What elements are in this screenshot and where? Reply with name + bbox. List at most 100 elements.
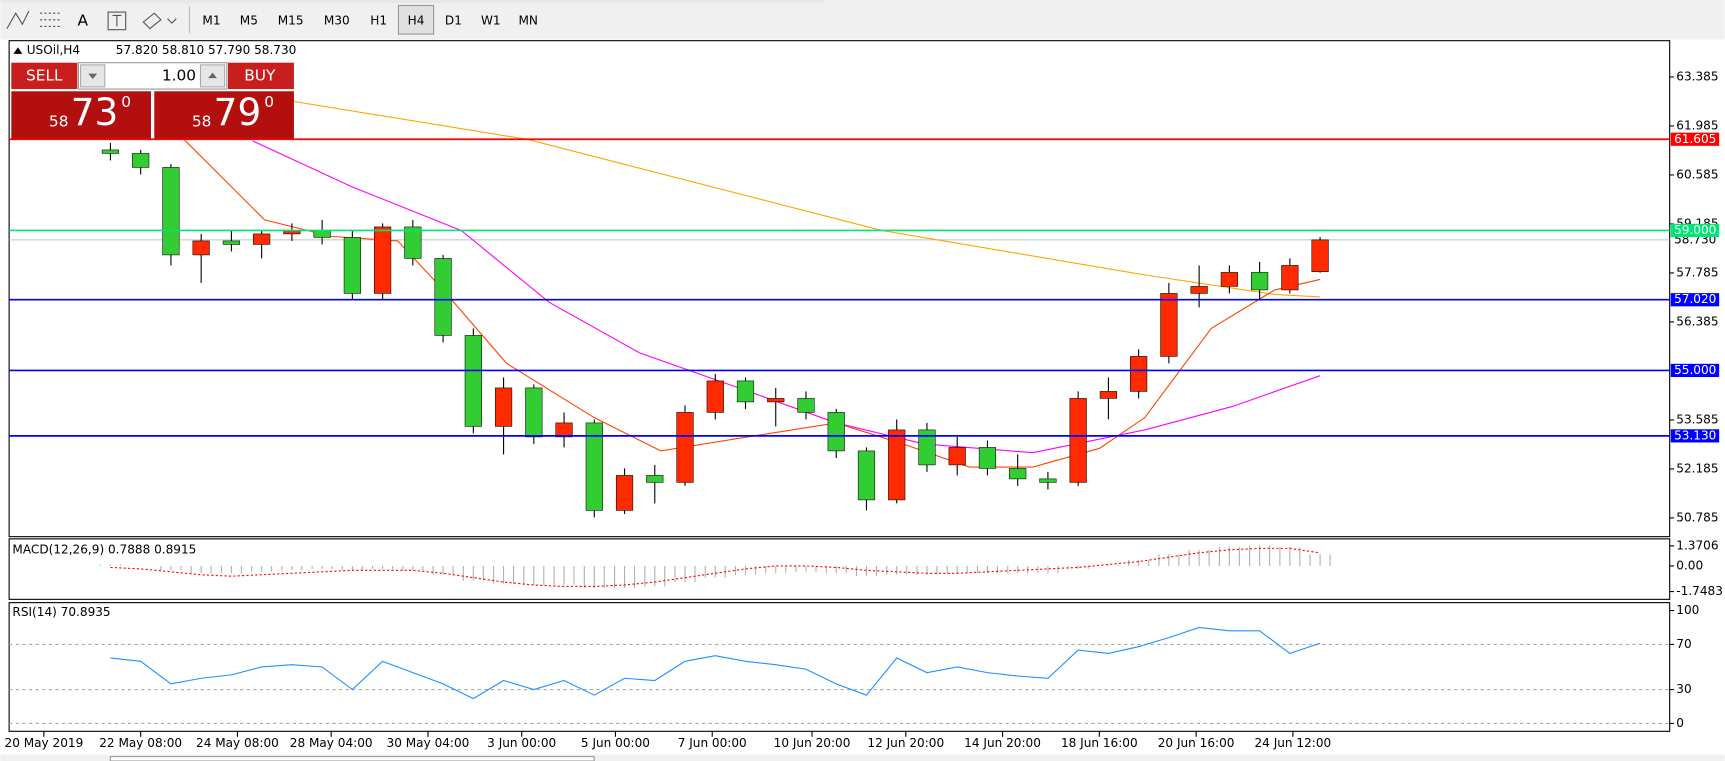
candle-body xyxy=(343,237,361,294)
y-tick-label: 0 xyxy=(1676,716,1684,730)
timeframe-button[interactable] xyxy=(193,5,230,35)
candle-body xyxy=(1251,272,1269,291)
rsi-panel xyxy=(8,602,1671,732)
y-tick-label: 70 xyxy=(1676,637,1691,651)
x-tick-label: 7 Jun 00:00 xyxy=(678,736,747,750)
arrows-icon[interactable] xyxy=(142,12,162,30)
ask-box[interactable] xyxy=(154,91,294,139)
bid-big: 58 xyxy=(49,113,69,131)
level-tag xyxy=(1670,223,1720,238)
timeframe-button[interactable] xyxy=(361,5,397,35)
candle-body xyxy=(313,230,331,238)
timeframe-bar: M1 M5 M15 M30 H1 H4 D1 W1 MN xyxy=(193,4,546,35)
sell-button[interactable] xyxy=(11,62,78,90)
trade-panel xyxy=(11,62,294,139)
y-tick-label: 53.585 xyxy=(1676,412,1718,426)
timeframe-label[interactable]: M15 xyxy=(278,13,304,27)
timeframe-label[interactable]: W1 xyxy=(481,13,501,27)
candle-body xyxy=(525,387,543,438)
chart-tool-icon[interactable] xyxy=(6,10,30,29)
chart-tabs[interactable] xyxy=(109,756,595,761)
timeframe-label[interactable]: M5 xyxy=(240,13,258,27)
candle-body xyxy=(615,475,634,511)
toolbar-edge xyxy=(0,0,826,4)
moving-average xyxy=(264,96,1321,298)
candle-body xyxy=(132,153,150,168)
candle-body xyxy=(706,380,724,413)
candle-body xyxy=(464,335,482,427)
ask-sup: 0 xyxy=(264,93,274,111)
timeframe-button[interactable] xyxy=(231,5,267,35)
candle-body xyxy=(736,380,755,403)
volume-value[interactable]: 1.00 xyxy=(162,66,196,84)
candle-body xyxy=(1160,293,1178,357)
timeframe-label[interactable]: M30 xyxy=(324,13,350,27)
arrows-dropdown[interactable] xyxy=(167,18,177,24)
candle-body xyxy=(1069,398,1087,483)
plot-layer: 50.78552.18553.58556.38557.78559.18560.5… xyxy=(5,69,1723,749)
level-tag xyxy=(1670,363,1720,378)
x-tick-label: 14 Jun 20:00 xyxy=(964,736,1041,750)
candle-body xyxy=(676,412,694,483)
candle-body xyxy=(494,387,513,427)
candle-body xyxy=(978,447,997,469)
grid-tool-icon[interactable] xyxy=(39,12,60,27)
y-tick-label: 60.585 xyxy=(1676,167,1718,181)
candle-body xyxy=(857,450,876,501)
y-tick-label: 56.385 xyxy=(1676,314,1718,328)
candle-body xyxy=(1220,272,1238,287)
timeframe-button[interactable] xyxy=(268,5,313,35)
moving-average xyxy=(252,140,1321,454)
bid-sup: 0 xyxy=(121,93,131,111)
candle-body xyxy=(555,422,573,438)
y-tick-label: 30 xyxy=(1676,682,1691,696)
level-tag xyxy=(1670,132,1720,146)
timeframe-label[interactable]: MN xyxy=(518,13,537,27)
candle-body xyxy=(1281,265,1299,291)
macd-signal-line xyxy=(110,547,1321,588)
collapse-arrow[interactable] xyxy=(13,47,23,54)
candle-body xyxy=(827,412,845,452)
candle-body xyxy=(192,240,210,256)
level-label: 53.130 xyxy=(1674,428,1716,442)
candle-body xyxy=(918,429,936,466)
y-tick-label: 50.785 xyxy=(1676,510,1718,524)
buy-button[interactable] xyxy=(227,62,294,90)
candle-body xyxy=(222,240,240,245)
level-label: 61.605 xyxy=(1674,132,1716,146)
candle-body xyxy=(646,475,664,483)
timeframe-button[interactable] xyxy=(473,5,509,35)
buy-label[interactable]: BUY xyxy=(244,66,276,84)
tool-icons xyxy=(6,6,191,33)
timeframe-label[interactable]: H4 xyxy=(408,13,425,27)
timeframe-button[interactable] xyxy=(397,4,435,35)
sell-label[interactable]: SELL xyxy=(26,66,63,84)
candle-body xyxy=(1130,356,1148,392)
tab-bar xyxy=(0,754,1725,761)
timeframe-label[interactable]: D1 xyxy=(445,13,462,27)
candle-body xyxy=(253,233,271,245)
ask-big: 58 xyxy=(192,113,212,131)
ohlc-label: 57.820 58.810 57.790 58.730 xyxy=(116,43,297,57)
text-tool[interactable]: A xyxy=(78,11,89,29)
x-tick-label: 10 Jun 20:00 xyxy=(774,736,851,750)
level-label: 57.020 xyxy=(1674,292,1716,306)
text-label-icon[interactable] xyxy=(107,11,127,31)
x-tick-label: 20 Jun 16:00 xyxy=(1158,736,1235,750)
timeframe-button[interactable] xyxy=(510,5,546,35)
volume-down-arrow xyxy=(88,73,98,80)
level-label: 55.000 xyxy=(1674,363,1716,377)
timeframe-label[interactable]: H1 xyxy=(370,13,387,27)
timeframe-button[interactable] xyxy=(314,5,359,35)
timeframe-button[interactable] xyxy=(435,5,472,35)
timeframe-label[interactable]: M1 xyxy=(202,13,220,27)
y-tick-label: 0.00 xyxy=(1676,558,1703,572)
level-tag xyxy=(1670,293,1720,307)
candle-body xyxy=(1099,391,1117,399)
candle-body xyxy=(1190,286,1208,294)
bid-box[interactable] xyxy=(11,91,151,139)
candle-body xyxy=(374,226,392,294)
bid-main: 73 xyxy=(71,90,119,134)
candle-body xyxy=(162,167,180,256)
